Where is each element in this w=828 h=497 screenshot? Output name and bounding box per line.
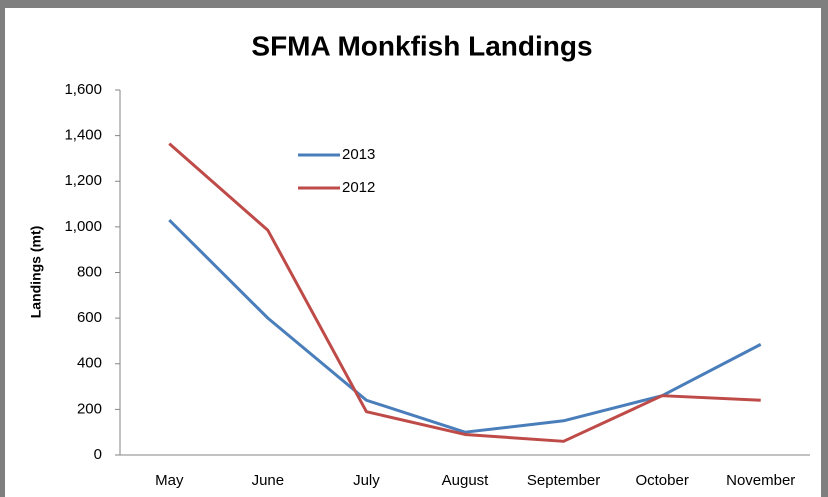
x-tick-label: September [527, 472, 600, 489]
y-axis-label: Landings (mt) [28, 226, 44, 319]
y-tick-label: 1,400 [64, 127, 102, 144]
x-tick-label: November [726, 472, 795, 489]
frame-top [0, 0, 828, 8]
x-tick-label: June [252, 472, 285, 489]
y-tick-label: 200 [77, 400, 102, 417]
legend-label: 2013 [342, 146, 375, 163]
y-tick-label: 1,200 [64, 172, 102, 189]
frame-right [821, 0, 828, 497]
x-tick-label: May [155, 472, 184, 489]
series-line [168, 142, 761, 443]
x-tick-label: July [353, 472, 380, 489]
x-tick-label: October [635, 472, 688, 489]
chart-title: SFMA Monkfish Landings [251, 30, 592, 61]
y-tick-label: 600 [77, 309, 102, 326]
y-tick-label: 0 [94, 446, 102, 463]
y-tick-label: 1,000 [64, 218, 102, 235]
frame-left [0, 0, 5, 497]
y-tick-label: 400 [77, 355, 102, 372]
y-tick-label: 1,600 [64, 81, 102, 98]
y-tick-label: 800 [77, 263, 102, 280]
x-tick-label: August [442, 472, 490, 489]
legend-label: 2012 [342, 179, 375, 196]
